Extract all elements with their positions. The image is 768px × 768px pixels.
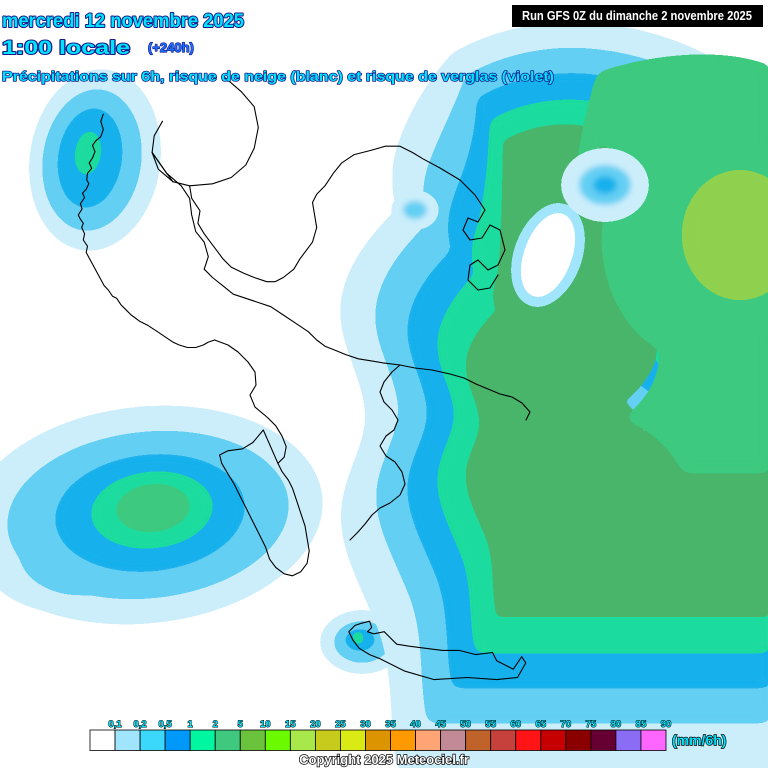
svg-text:55: 55 — [485, 719, 496, 730]
svg-text:1:00 locale: 1:00 locale — [2, 38, 130, 59]
svg-text:50: 50 — [460, 719, 471, 730]
svg-text:75: 75 — [586, 719, 597, 730]
svg-text:35: 35 — [385, 719, 396, 730]
svg-text:Précipitations sur 6h, risque: Précipitations sur 6h, risque de neige (… — [2, 68, 554, 84]
svg-text:2: 2 — [213, 719, 218, 730]
svg-text:mercredi 12 novembre 2025: mercredi 12 novembre 2025 — [2, 11, 244, 32]
svg-text:0,2: 0,2 — [133, 719, 146, 730]
svg-text:Copyright 2025 Meteociel.fr: Copyright 2025 Meteociel.fr — [299, 752, 469, 767]
svg-text:5: 5 — [238, 719, 244, 730]
svg-text:15: 15 — [285, 719, 296, 730]
svg-text:10: 10 — [260, 719, 271, 730]
svg-text:70: 70 — [561, 719, 572, 730]
svg-text:Run GFS 0Z du dimanche 2 novem: Run GFS 0Z du dimanche 2 novembre 2025 — [522, 9, 752, 23]
svg-text:40: 40 — [410, 719, 421, 730]
svg-text:25: 25 — [335, 719, 346, 730]
svg-text:20: 20 — [310, 719, 321, 730]
svg-text:60: 60 — [510, 719, 521, 730]
svg-text:45: 45 — [435, 719, 446, 730]
svg-text:80: 80 — [611, 719, 622, 730]
svg-text:30: 30 — [360, 719, 371, 730]
svg-text:65: 65 — [535, 719, 546, 730]
svg-text:85: 85 — [636, 719, 647, 730]
svg-text:1: 1 — [188, 719, 194, 730]
svg-text:(mm/6h): (mm/6h) — [672, 732, 726, 748]
svg-text:90: 90 — [661, 719, 672, 730]
svg-text:0,5: 0,5 — [159, 719, 173, 730]
svg-text:0,1: 0,1 — [108, 719, 122, 730]
svg-text:(+240h): (+240h) — [148, 40, 194, 55]
